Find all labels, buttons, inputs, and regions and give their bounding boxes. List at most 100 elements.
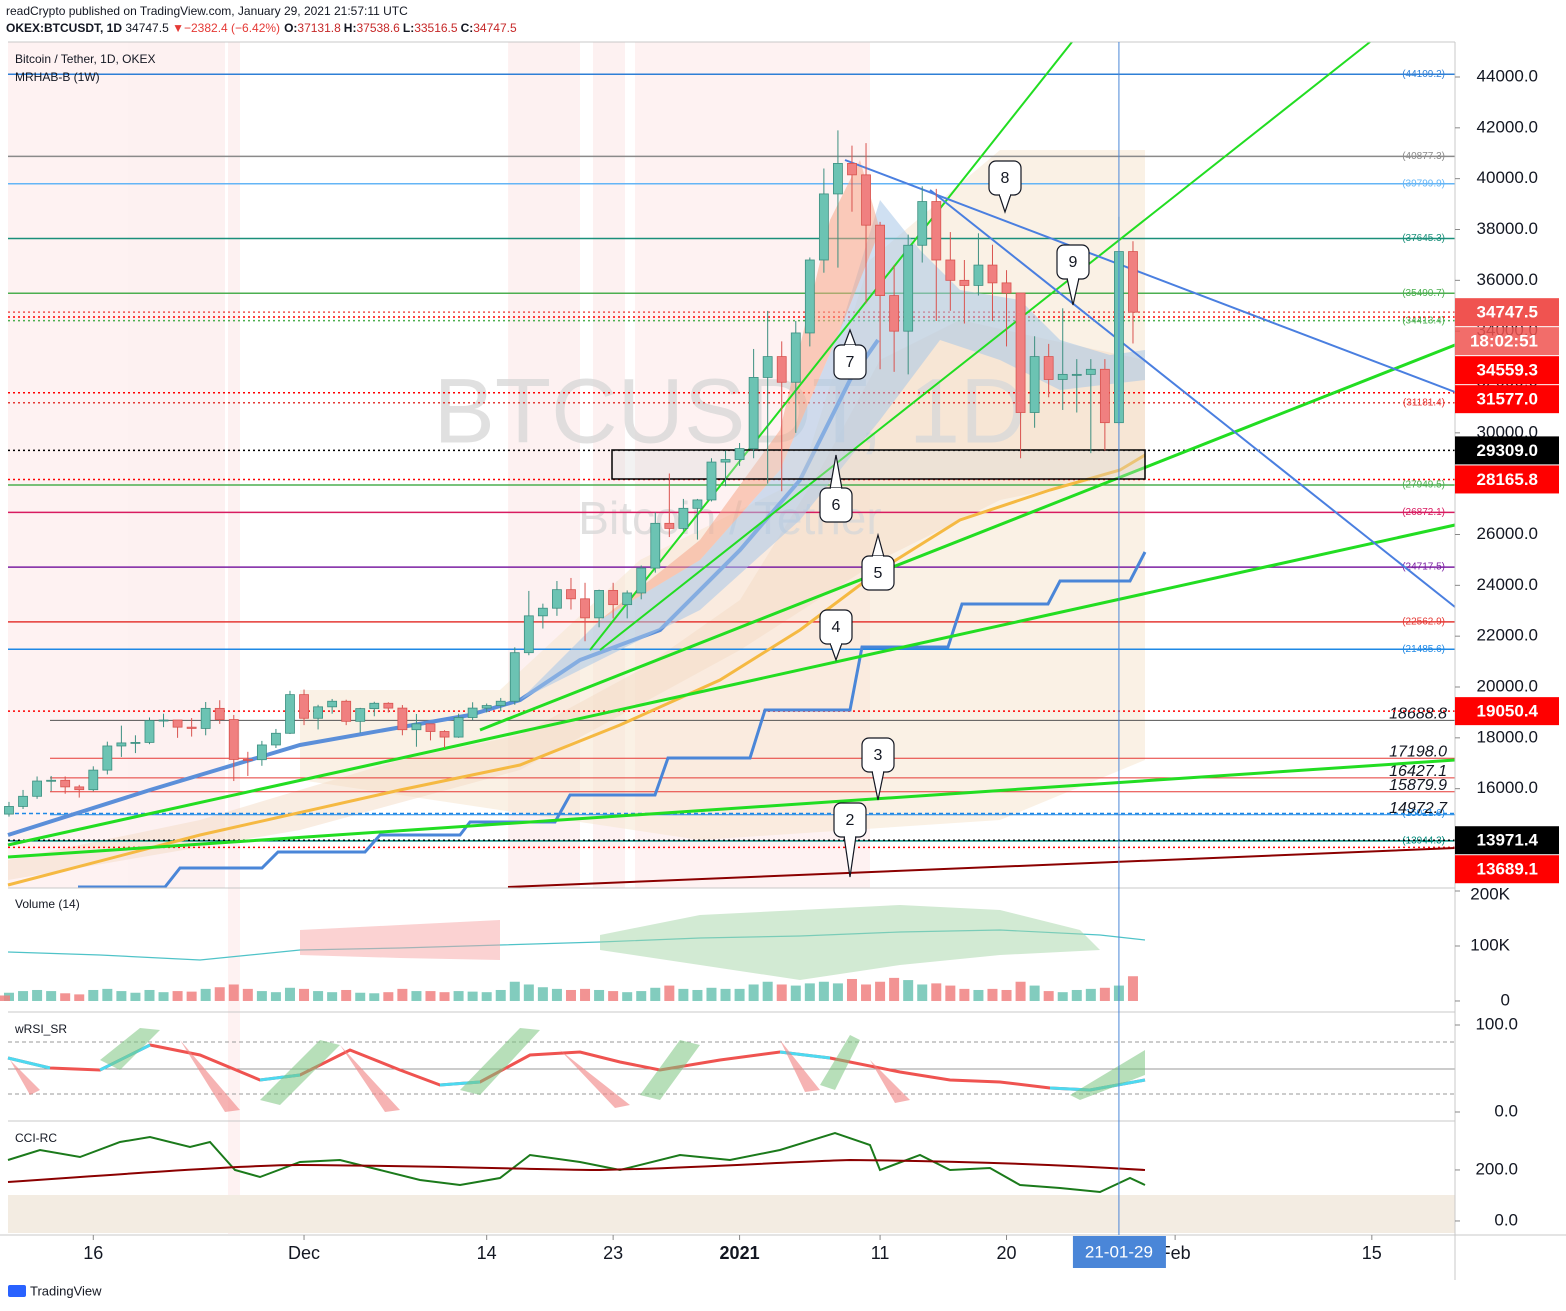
volume-bar [214, 987, 225, 1001]
trendline [479, 343, 1456, 732]
candle-body [327, 700, 338, 708]
volume-bar [467, 991, 478, 1001]
pane-label: Volume (14) [15, 897, 80, 911]
volume-bar [1085, 988, 1096, 1001]
watermark: BTCUSDT, 1D [434, 360, 1027, 462]
candle-body [1015, 292, 1026, 413]
cci-signal [7, 1158, 1146, 1183]
candle-body [594, 590, 604, 619]
publisher: readCrypto published on TradingView.com,… [6, 4, 408, 18]
rsi-line [7, 1043, 1146, 1092]
candle-body [32, 780, 42, 797]
volume-bar [622, 992, 633, 1001]
candle-body [734, 448, 745, 460]
crosshair-label: 21-01-29 [1085, 1242, 1153, 1261]
volume-bar [903, 980, 914, 1001]
candle-body [552, 589, 562, 609]
candle-body [46, 779, 57, 782]
volume-bar [1001, 989, 1012, 1001]
trendline [599, 41, 1371, 651]
ohlc-key: L: [403, 21, 414, 35]
candle-body [917, 201, 928, 246]
candle-body [299, 694, 309, 719]
candle-body [1099, 368, 1110, 424]
volume-bar [46, 991, 57, 1001]
level-label: (44109.2) [1402, 69, 1445, 80]
ma-line [7, 453, 1146, 887]
candle-body [285, 694, 295, 734]
volume-bar [804, 983, 815, 1001]
candle-body [818, 193, 829, 261]
level-label: (26872.1) [1402, 507, 1445, 518]
volume-bar [411, 991, 422, 1001]
volume-bar [383, 992, 394, 1001]
level-label: (35490.7) [1402, 288, 1445, 299]
candle-body [1128, 251, 1138, 313]
price-badge [1455, 855, 1559, 884]
volume-bar [917, 984, 928, 1001]
zone-box [611, 449, 1146, 480]
candle-body [790, 332, 801, 383]
candle-body [158, 719, 169, 722]
volume-bar [313, 991, 324, 1001]
volume-bar [1127, 976, 1138, 1001]
volume-bar [88, 989, 99, 1001]
candle-body [804, 259, 815, 334]
volume-bar [481, 992, 492, 1001]
candle-body [776, 356, 787, 383]
volume-bar [60, 993, 71, 1001]
volume-bar [130, 992, 141, 1001]
candle-body [706, 461, 717, 501]
volume-bar [636, 991, 647, 1001]
volume-bar [875, 981, 886, 1001]
volume-bar [1029, 985, 1040, 1001]
candle-body [537, 607, 548, 617]
wave-label: 3 [874, 747, 883, 764]
candle-body [60, 779, 71, 788]
wave-label: 4 [832, 619, 841, 636]
volume-bar [18, 991, 29, 1001]
volume-bar [650, 987, 661, 1001]
volume-bar [818, 981, 829, 1001]
y-tick-label: 42000.0 [1477, 117, 1538, 136]
ohlc-value: 37131.8 [297, 21, 341, 35]
header-bg [0, 0, 1566, 40]
candle-body [495, 700, 506, 706]
candle-body [762, 356, 773, 378]
change: −2382.4 (−6.42%) [184, 21, 280, 35]
volume-bar [495, 989, 506, 1001]
candle-body [256, 744, 267, 761]
rsi-band [10, 1040, 910, 1112]
volume-bar [523, 984, 534, 1001]
note-label: 16427.1 [1389, 763, 1447, 780]
volume-bar [355, 992, 366, 1001]
volume-bar [580, 988, 591, 1001]
axes: 16000.018000.020000.022000.024000.026000… [83, 42, 1559, 1268]
trendline [7, 758, 1456, 859]
candle-body [369, 702, 380, 710]
price-badge-label: 29309.0 [1477, 441, 1538, 460]
volume-bar [102, 988, 113, 1001]
symbol: OKEX:BTCUSDT, 1D [6, 21, 122, 35]
price-badge-label: 13971.4 [1477, 831, 1539, 850]
volume-bar [846, 978, 857, 1001]
y-tick-label: 22000.0 [1477, 626, 1538, 645]
level-label: (39799.9) [1402, 178, 1445, 189]
volume-bar [172, 991, 183, 1001]
y-tick-label: 18000.0 [1477, 727, 1538, 746]
candle-body [931, 201, 942, 261]
x-tick-label: 20 [997, 1243, 1017, 1263]
waves: 2 3 4 5 6 7 8 9 [819, 160, 1090, 878]
volume-bar [144, 989, 155, 1001]
candle-body [271, 732, 281, 746]
volume-bar [931, 983, 942, 1001]
candle-body [481, 705, 492, 709]
price-badge [1455, 356, 1559, 385]
price-badge [1455, 826, 1559, 855]
price-badge-label: 19050.4 [1477, 702, 1539, 721]
candle-body [664, 522, 675, 529]
volume-bar [453, 991, 464, 1001]
wave-label: 6 [832, 497, 841, 514]
wave-join [1000, 192, 1010, 196]
